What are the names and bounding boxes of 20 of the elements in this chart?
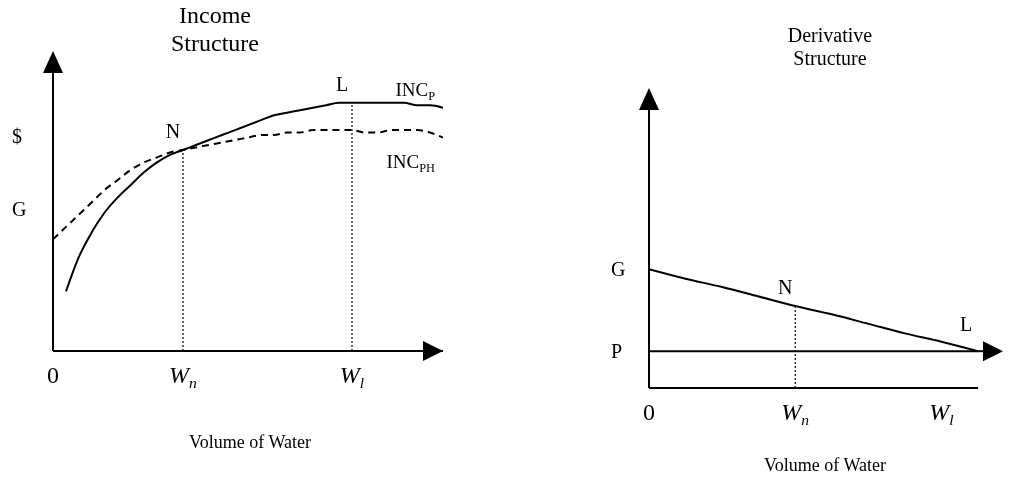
x-tick-label: 0 <box>47 362 59 388</box>
annotation: G <box>611 258 626 281</box>
annotation: N <box>165 119 181 142</box>
y-axis-title: $ <box>12 125 22 148</box>
x-tick-label: W$_{n}$ <box>169 362 198 391</box>
ref-line-label: P <box>611 340 623 363</box>
x-axis-title: Volume of Water <box>763 455 887 476</box>
x-tick-label: W$_{n}$ <box>781 399 810 428</box>
x-tick-label: 0 <box>643 399 655 425</box>
chart-title: Income Structure <box>170 2 260 58</box>
x-axis-title: Volume of Water <box>188 432 312 453</box>
chart-title: Derivative Structure <box>786 24 874 70</box>
annotation: L <box>959 313 973 336</box>
x-tick-label: W$_{l}$ <box>339 362 365 391</box>
annotation: N <box>778 276 793 299</box>
text: G <box>12 198 27 221</box>
annotation: L <box>335 72 349 95</box>
x-tick-label: W$_{l}$ <box>929 399 954 428</box>
series-label: INC$_{PH}$ <box>386 150 436 175</box>
series-label: INC$_{P}$ <box>395 78 436 103</box>
